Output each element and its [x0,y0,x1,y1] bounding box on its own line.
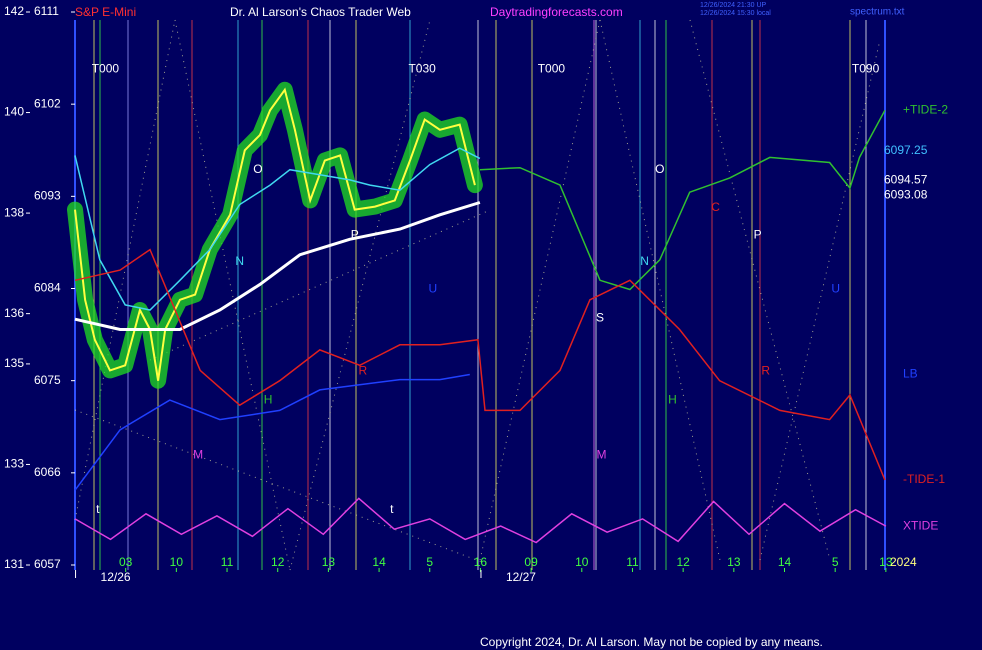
y2-tick-label: 140 [4,105,24,119]
dotted-line [74,19,176,521]
y2-tick-label: 136 [4,306,24,320]
date-label: 12/27 [506,570,536,584]
annotation: N [235,254,244,268]
annotation: H [264,392,273,406]
annotation: R [359,364,368,378]
dotted-line [759,39,881,561]
y-tick-label: 6111 [34,4,59,18]
y2-tick-label: 142 [4,4,24,18]
instrument: S&P E-Mini [75,5,136,19]
chart-title: Dr. Al Larson's Chaos Trader Web [230,5,411,19]
annotation: S [596,310,604,324]
annotation: P [351,227,359,241]
x-tick-label: 11 [626,555,639,569]
x-tick-label: 09 [524,555,538,569]
x-tick-label: 12 [271,555,285,569]
y-tick-label: 6084 [34,281,61,295]
series-line [74,147,481,311]
dotted-line [174,19,291,571]
annotation: N [640,254,649,268]
series-name: XTIDE [903,518,938,532]
year-label: 2024 [890,555,917,569]
series-name: -TIDE-1 [903,472,945,486]
date-label: 12/26 [101,570,131,584]
annotation: P [754,227,762,241]
price-label: 6097.25 [884,143,928,157]
stamp: 12/26/2024 21:30 UP [700,2,766,9]
annotation: T030 [408,62,436,76]
site: Daytradingforecasts.com [490,5,623,19]
annotation: M [193,448,203,462]
y-tick-label: 6057 [34,557,61,571]
y-tick-label: 6075 [34,373,61,387]
x-tick-label: 12 [676,555,690,569]
annotation: T000 [92,62,120,76]
x-tick-label: 13 [879,555,893,569]
series-name: LB [903,367,918,381]
file-label: spectrum.txt [850,7,905,18]
annotation: U [428,282,437,296]
series-line [74,201,481,331]
dotted-line [599,19,721,561]
annotation: O [253,162,262,176]
y2-tick-label: 133 [4,457,24,471]
price-label: 6093.08 [884,188,928,202]
dotted-line [479,19,601,561]
x-tick-label: 14 [778,555,792,569]
series-line [74,373,470,491]
x-tick-label: 03 [119,555,133,569]
annotation: O [655,162,664,176]
series-name: +TIDE-2 [903,102,948,116]
series-halo [67,81,483,389]
dotted-line [289,19,431,571]
annotation: H [668,392,677,406]
x-tick-label: 5 [426,555,433,569]
price-label: 6094.57 [884,172,928,186]
y-tick-label: 6093 [34,189,61,203]
plot: 6057606660756084609361026111131133135136… [4,4,948,584]
x-tick-label: 5 [832,555,839,569]
y2-tick-label: 135 [4,356,24,370]
copyright: Copyright 2024, Dr. Al Larson. May not b… [480,635,823,649]
annotation: M [597,448,607,462]
y-tick-label: 6066 [34,465,61,479]
x-tick-label: 13 [322,555,336,569]
x-tick-label: 13 [727,555,741,569]
annotation: T090 [852,62,880,76]
annotation: T000 [538,62,566,76]
annotation: R [761,364,770,378]
annotation: U [831,282,840,296]
annotation: t [390,502,394,516]
x-tick-label: 10 [575,555,589,569]
x-tick-label: 14 [372,555,386,569]
series-line [74,497,887,544]
y2-tick-label: 138 [4,205,24,219]
stamp: 12/26/2024 15:30 local [700,10,771,17]
annotation: t [96,502,100,516]
x-tick-label: 11 [221,555,234,569]
annotation: C [711,200,720,214]
y2-tick-label: 131 [4,557,24,571]
x-tick-label: 16 [474,555,488,569]
x-tick-label: 10 [170,555,184,569]
y-tick-label: 6102 [34,96,61,110]
series-line [74,248,886,481]
dotted-line [74,409,491,566]
series-line [479,109,886,291]
